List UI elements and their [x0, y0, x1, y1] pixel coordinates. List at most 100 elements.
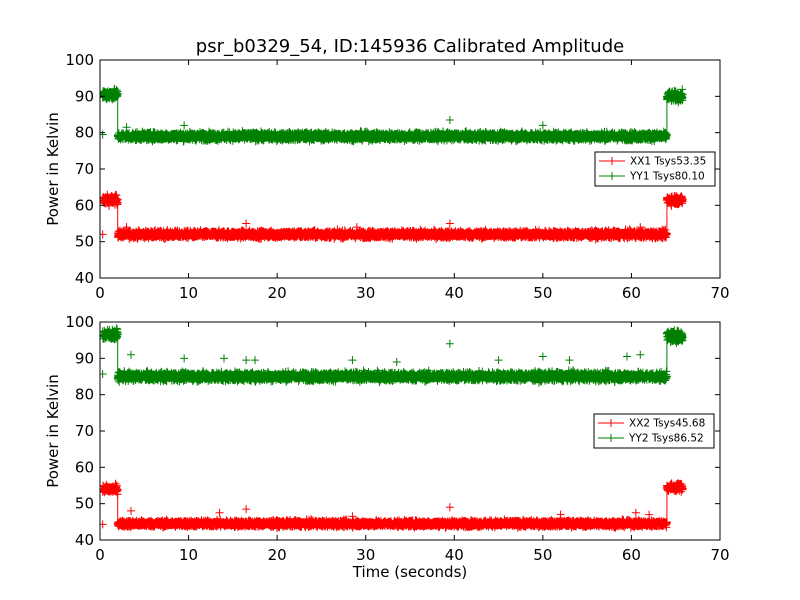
series-xx1: [100, 190, 687, 244]
outlier-point: [565, 356, 574, 365]
series-markers: [100, 84, 687, 146]
outlier-point: [645, 510, 654, 519]
outlier-point: [251, 356, 259, 365]
x-tick-label: 0: [95, 284, 105, 302]
outlier-point: [623, 352, 631, 361]
y-tick-label: 90: [75, 349, 94, 367]
outlier-point: [445, 115, 454, 124]
legend-entry-xx2: XX2 Tsys45.68: [598, 418, 705, 430]
plot-area-top: [100, 84, 687, 244]
y-ticks-top: 40 50 60 70 80 90 100: [65, 51, 720, 287]
series-xx2: [100, 479, 687, 533]
x-tick-label: 70: [710, 546, 729, 564]
chart-title: psr_b0329_54, ID:145936 Calibrated Ampli…: [196, 36, 624, 57]
legend-box-top: [594, 151, 716, 187]
x-tick-label: 10: [179, 546, 198, 564]
y-ticks-bottom: 40 50 60 70 80 90 100: [65, 313, 720, 549]
y-tick-label: 60: [75, 196, 94, 214]
series-markers: [100, 479, 687, 533]
outlier-point: [127, 350, 135, 359]
y-tick-label: 50: [75, 233, 94, 251]
x-tick-label: 20: [268, 284, 287, 302]
subplot-top: psr_b0329_54, ID:145936 Calibrated Ampli…: [44, 36, 730, 302]
series-markers: [100, 190, 687, 244]
outlier-point: [445, 503, 454, 512]
legend-label-xx1: XX1 Tsys53.35: [630, 156, 706, 168]
outlier-point: [242, 356, 251, 365]
y-axis-label-top: Power in Kelvin: [44, 112, 62, 226]
x-tick-label: 20: [268, 546, 287, 564]
series-yy2: [100, 324, 687, 387]
legend-swatch-marker: [607, 434, 615, 442]
outlier-point: [538, 352, 547, 361]
series-markers: [100, 324, 687, 387]
y-tick-label: 70: [75, 160, 94, 178]
outlier-point: [636, 350, 645, 359]
x-tick-label: 40: [445, 546, 464, 564]
y-tick-label: 40: [75, 269, 94, 287]
outlier-point: [242, 219, 251, 228]
legend-entry-xx1: XX1 Tsys53.35: [599, 156, 706, 168]
x-tick-label: 70: [710, 284, 729, 302]
x-tick-label: 0: [95, 546, 105, 564]
outlier-point: [122, 123, 131, 132]
outlier-point: [180, 354, 189, 363]
x-tick-label: 60: [622, 284, 641, 302]
legend-swatch-marker: [608, 157, 616, 165]
outlier-point: [100, 130, 107, 139]
outlier-point: [122, 223, 131, 232]
plot-area-bottom: [100, 324, 687, 533]
y-tick-label: 100: [65, 313, 94, 331]
legend-entry-yy2: YY2 Tsys86.52: [598, 433, 704, 445]
outlier-point: [631, 508, 640, 517]
x-tick-label: 30: [356, 546, 375, 564]
outlier-point: [242, 505, 251, 514]
outlier-point: [352, 223, 361, 232]
outlier-point: [348, 512, 357, 521]
y-tick-label: 60: [75, 458, 94, 476]
outlier-point: [556, 510, 565, 519]
y-tick-label: 80: [75, 124, 94, 142]
legend-label-xx2: XX2 Tsys45.68: [629, 418, 705, 430]
legend-top: XX1 Tsys53.35 YY1 Tsys80.10: [594, 151, 716, 187]
y-tick-label: 40: [75, 531, 94, 549]
outlier-point: [100, 520, 107, 529]
outlier-point: [220, 354, 228, 363]
x-tick-label: 40: [445, 284, 464, 302]
outlier-point: [445, 339, 454, 348]
x-axis-label: Time (seconds): [352, 563, 468, 581]
outlier-point: [494, 356, 503, 365]
y-tick-label: 90: [75, 87, 94, 105]
outlier-point: [127, 506, 135, 515]
y-tick-label: 50: [75, 495, 94, 513]
outlier-point: [636, 223, 645, 232]
legend-entry-yy1: YY1 Tsys80.10: [599, 171, 705, 183]
outlier-point: [392, 357, 401, 366]
subplot-bottom: 0 10 20 30 40 50 60 70 40 50 60 70 80 90 100 Power in…: [44, 313, 730, 581]
y-axis-label-bottom: Power in Kelvin: [44, 374, 62, 488]
x-ticks-bottom: 0 10 20 30 40 50 60 70: [95, 322, 730, 564]
x-tick-label: 30: [356, 284, 375, 302]
outlier-point: [538, 121, 547, 130]
legend-swatch-marker: [607, 419, 615, 427]
legend-label-yy2: YY2 Tsys86.52: [628, 433, 704, 445]
legend-box-bottom: [593, 413, 715, 449]
x-ticks-top: 0 10 20 30 40 50 60 70: [95, 60, 730, 302]
series-yy1: [100, 84, 687, 146]
x-tick-label: 10: [179, 284, 198, 302]
outlier-point: [100, 369, 107, 378]
legend-bottom: XX2 Tsys45.68 YY2 Tsys86.52: [593, 413, 715, 449]
outlier-point: [348, 356, 357, 365]
legend-label-yy1: YY1 Tsys80.10: [629, 171, 705, 183]
outlier-point: [180, 121, 189, 130]
x-tick-label: 50: [533, 284, 552, 302]
y-tick-label: 80: [75, 386, 94, 404]
y-tick-label: 100: [65, 51, 94, 69]
legend-swatch-marker: [608, 172, 616, 180]
outlier-point: [100, 230, 107, 239]
y-tick-label: 70: [75, 422, 94, 440]
x-tick-label: 60: [622, 546, 641, 564]
outlier-point: [445, 219, 454, 228]
outlier-point: [215, 508, 224, 517]
